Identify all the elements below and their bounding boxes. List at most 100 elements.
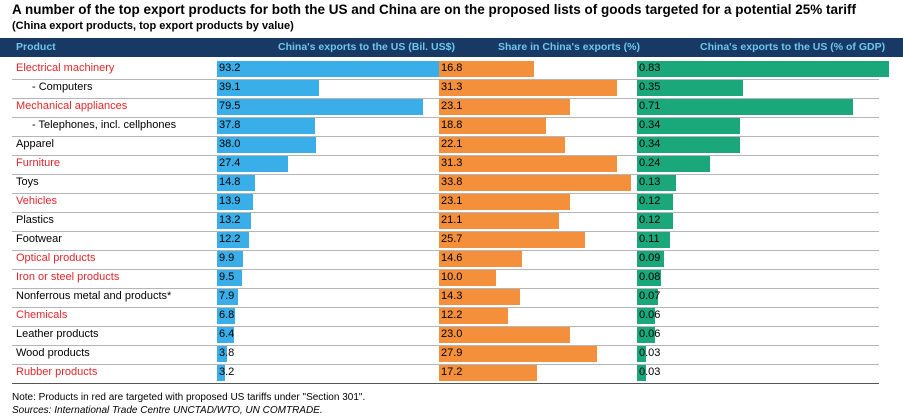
share-value-label: 23.1 [441,100,463,112]
share-bar [439,251,522,267]
gdp-value-label: 0.71 [639,100,661,112]
gdp-bar [637,137,741,153]
gdp-bar [637,232,671,248]
header-gdp: China's exports to the US (% of GDP) [700,41,886,53]
product-label: Vehicles [16,195,57,207]
gdp-value-label: 0.13 [639,176,661,188]
gdp-bar [637,213,674,229]
share-value-label: 31.3 [441,157,463,169]
share-bar [439,365,537,381]
chart-title: A number of the top export products for … [12,2,857,17]
exports-value-label: 6.8 [219,309,235,321]
share-value-label: 21.1 [441,214,463,226]
share-bar [439,175,631,191]
share-value-label: 14.6 [441,252,463,264]
share-bar [439,99,571,115]
share-value-label: 18.8 [441,119,463,131]
gdp-value-label: 0.35 [639,81,661,93]
share-bar [439,61,535,77]
gdp-value-label: 0.11 [639,233,660,245]
exports-value-label: 7.9 [219,290,235,302]
gdp-bar [637,289,659,305]
gdp-bar [637,175,677,191]
gdp-bar [637,80,744,96]
table-row: Wood products 3.8 27.9 0.03 [12,345,879,365]
gdp-value-label: 0.06 [639,309,661,321]
share-value-label: 23.0 [441,328,463,340]
exports-bar [217,270,242,286]
gdp-value-label: 0.83 [639,62,661,74]
exports-bar [217,346,227,362]
exports-bar [217,175,256,191]
gdp-value-label: 0.03 [639,347,661,359]
gdp-value-label: 0.08 [639,271,661,283]
gdp-value-label: 0.24 [639,157,661,169]
header-exports: China's exports to the US (Bil. US$) [278,41,455,53]
product-label: Electrical machinery [16,62,115,74]
exports-value-label: 13.9 [219,195,241,207]
exports-value-label: 79.5 [219,100,241,112]
gdp-value-label: 0.07 [639,290,661,302]
table-row: Optical products 9.9 14.6 0.09 [12,250,879,270]
chart-subtitle: (China export products, top export produ… [12,20,294,32]
exports-value-label: 9.9 [219,252,235,264]
product-label: - Computers [32,81,93,93]
share-bar [439,118,546,134]
table-row: Plastics 13.2 21.1 0.12 [12,212,879,232]
table-row: Mechanical appliances 79.5 23.1 0.71 [12,98,879,118]
product-label: Leather products [16,328,99,340]
exports-bar [217,251,243,267]
footnote: Note: Products in red are targeted with … [12,392,366,403]
gdp-bar [637,118,741,134]
gdp-bar [637,270,662,286]
table-row: Toys 14.8 33.8 0.13 [12,174,879,194]
exports-bar [217,137,316,153]
product-label: Rubber products [16,366,98,378]
product-label: Chemicals [16,309,68,321]
exports-value-label: 38.0 [219,138,241,150]
gdp-bar [637,251,665,267]
exports-value-label: 3.8 [219,347,235,359]
gdp-bar [637,99,853,115]
share-bar [439,270,496,286]
share-value-label: 16.8 [441,62,463,74]
gdp-bar [637,346,647,362]
share-value-label: 27.9 [441,347,463,359]
table-row: Footwear 12.2 25.7 0.11 [12,231,879,251]
exports-value-label: 93.2 [219,62,241,74]
table-row: Electrical machinery 93.2 16.8 0.83 [12,60,889,80]
share-bar [439,213,559,229]
gdp-bar [637,156,710,172]
exports-bar [217,118,316,134]
product-label: Iron or steel products [16,271,120,283]
table-row: Nonferrous metal and products* 7.9 14.3 0.0… [12,288,879,308]
gdp-bar [637,61,889,77]
exports-bar [217,61,459,77]
share-value-label: 12.2 [441,309,463,321]
product-label: Furniture [16,157,61,169]
share-value-label: 10.0 [441,271,463,283]
table-row: Furniture 27.4 31.3 0.24 [12,155,879,175]
product-label: - Telephones, incl. cellphones [32,119,177,131]
table-row: Iron or steel products 9.5 10.0 0.08 [12,269,879,289]
table-row: Apparel 38.0 22.1 0.34 [12,136,879,156]
exports-bar [217,194,254,210]
share-value-label: 17.2 [441,366,463,378]
exports-bar [217,232,249,248]
gdp-value-label: 0.03 [639,366,661,378]
product-label: Footwear [16,233,62,245]
share-value-label: 25.7 [441,233,463,245]
source-note: Sources: International Trade Centre UNCT… [12,405,323,416]
exports-value-label: 6.4 [219,328,235,340]
exports-value-label: 3.2 [219,366,235,378]
product-label: Optical products [16,252,96,264]
table-row: - Telephones, incl. cellphones 37.8 18.8 0.… [12,117,879,137]
share-bar [439,327,570,343]
share-value-label: 31.3 [441,81,463,93]
gdp-bar [637,365,647,381]
share-bar [439,308,509,324]
table-header: Product China's exports to the US (Bil. … [0,38,903,57]
gdp-value-label: 0.34 [639,119,661,131]
share-bar [439,289,521,305]
exports-bar [217,289,238,305]
